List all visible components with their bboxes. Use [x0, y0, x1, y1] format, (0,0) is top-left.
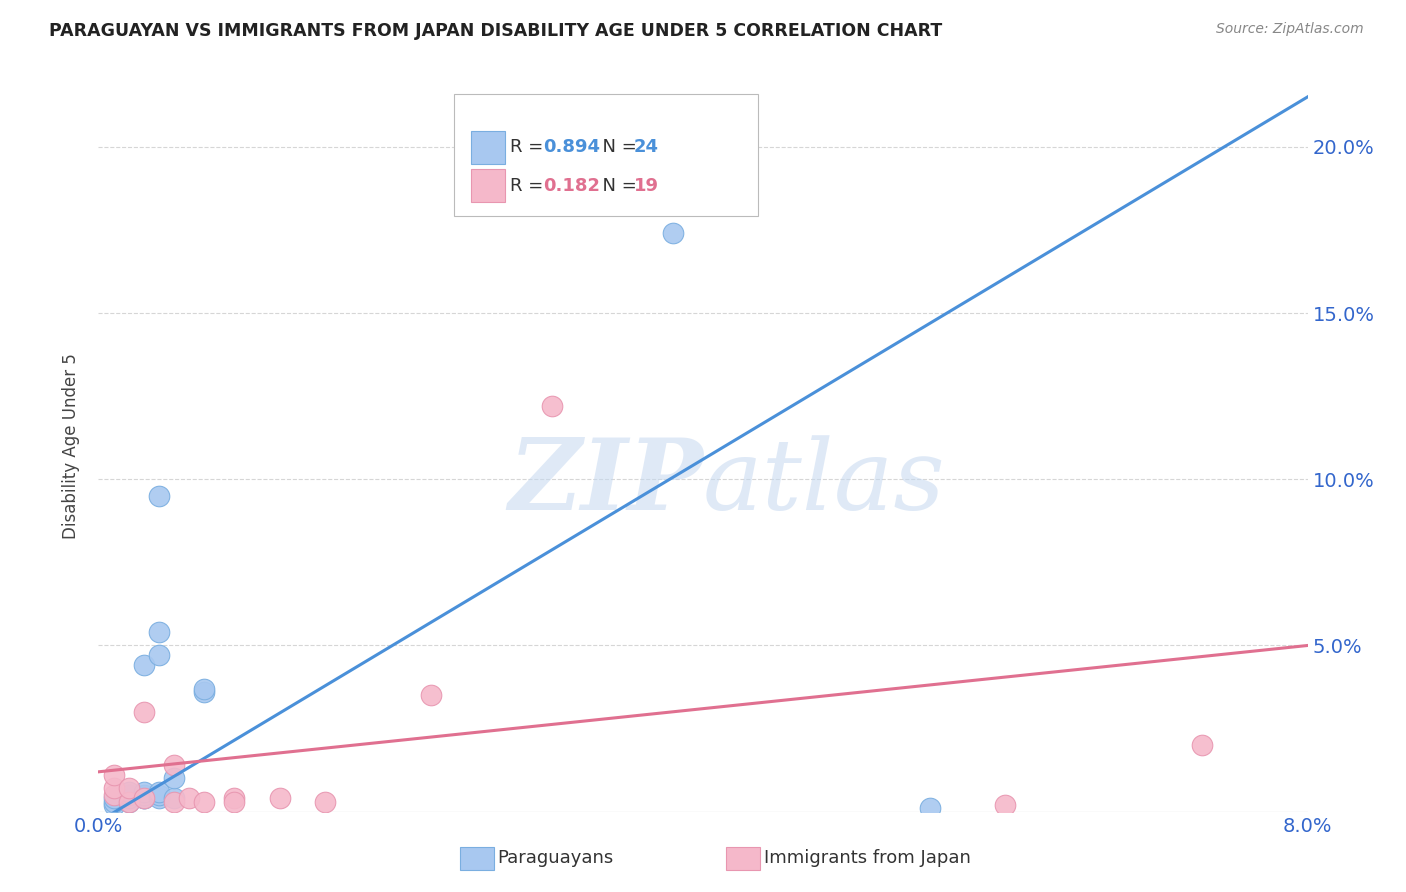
Text: Paraguayans: Paraguayans [498, 849, 614, 867]
Point [540, 399, 562, 413]
Point [103, 788, 125, 802]
Point [1191, 738, 1213, 752]
Text: Source: ZipAtlas.com: Source: ZipAtlas.com [1216, 22, 1364, 37]
Point [420, 689, 443, 703]
Point [118, 791, 141, 805]
Point [193, 681, 215, 696]
Point [148, 648, 170, 663]
Point [132, 705, 155, 719]
Point [132, 791, 155, 805]
Text: ZIP: ZIP [508, 434, 703, 531]
Y-axis label: Disability Age Under 5: Disability Age Under 5 [62, 353, 80, 539]
Point [103, 768, 125, 782]
Point [103, 798, 125, 813]
Point [118, 795, 141, 809]
Text: atlas: atlas [703, 435, 946, 530]
Point [132, 658, 155, 673]
Point [193, 795, 215, 809]
Text: N =: N = [591, 138, 643, 156]
Point [132, 791, 155, 805]
Point [118, 795, 141, 809]
Point [224, 795, 246, 809]
Text: PARAGUAYAN VS IMMIGRANTS FROM JAPAN DISABILITY AGE UNDER 5 CORRELATION CHART: PARAGUAYAN VS IMMIGRANTS FROM JAPAN DISA… [49, 22, 942, 40]
Point [314, 795, 336, 809]
Point [193, 685, 215, 699]
Point [163, 795, 186, 809]
Text: 0.182: 0.182 [543, 177, 600, 194]
Point [118, 788, 141, 802]
Text: 0.894: 0.894 [543, 138, 600, 156]
Point [148, 785, 170, 799]
Text: N =: N = [591, 177, 643, 194]
Text: R =: R = [510, 177, 550, 194]
Point [132, 791, 155, 805]
Point [103, 795, 125, 809]
Point [103, 791, 125, 805]
Point [163, 758, 186, 772]
Text: 19: 19 [634, 177, 659, 194]
Point [148, 489, 170, 503]
Point [163, 772, 186, 786]
Point [132, 788, 155, 802]
Point [918, 801, 941, 815]
Point [224, 791, 246, 805]
Point [661, 226, 683, 240]
Point [118, 785, 141, 799]
Point [118, 781, 141, 796]
Point [148, 788, 170, 802]
Point [269, 791, 291, 805]
Point [103, 781, 125, 796]
Text: 24: 24 [634, 138, 659, 156]
Point [994, 798, 1017, 813]
Point [179, 791, 201, 805]
Point [148, 791, 170, 805]
Text: Immigrants from Japan: Immigrants from Japan [763, 849, 970, 867]
Point [148, 625, 170, 640]
Point [163, 791, 186, 805]
Text: R =: R = [510, 138, 550, 156]
Point [132, 785, 155, 799]
